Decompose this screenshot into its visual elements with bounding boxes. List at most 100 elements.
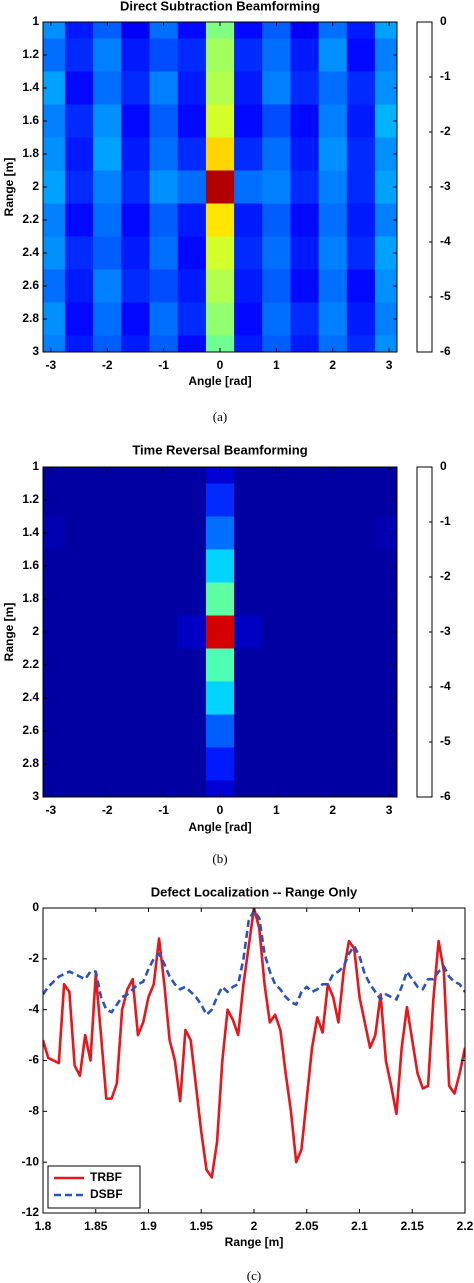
heatmap-cell — [43, 615, 66, 649]
heatmap-cell — [121, 648, 151, 682]
heatmap-cell — [262, 104, 291, 138]
heatmap-cell — [177, 780, 207, 797]
heatmap-cell — [318, 71, 348, 105]
heatmap-cell — [375, 22, 397, 39]
heatmap-cell — [262, 137, 291, 171]
heatmap-cell — [43, 170, 66, 204]
heatmap-cell — [290, 22, 320, 39]
heatmap-cell — [234, 71, 263, 105]
heatmap-cell — [93, 203, 122, 237]
heatmap-cell — [346, 582, 376, 616]
x-tick-label: 2.05 — [295, 1219, 319, 1233]
heatmap-cell — [375, 38, 397, 72]
heatmap-cell — [205, 203, 235, 237]
heatmap-cell — [375, 714, 397, 748]
heatmap-cell — [121, 302, 151, 336]
heatmap-cell — [346, 780, 376, 797]
heatmap-cell — [375, 483, 397, 517]
heatmap-cell — [149, 681, 179, 715]
heatmap-cell — [346, 516, 376, 550]
heatmap-cell — [375, 780, 397, 797]
y-tick-label: 2.6 — [22, 723, 39, 737]
heatmap-cell — [262, 549, 291, 583]
y-tick-label: -6 — [28, 1053, 39, 1067]
heatmap-cell — [375, 236, 397, 270]
heatmap-cell — [43, 269, 66, 303]
series-line — [43, 908, 465, 1179]
heatmap-cell — [262, 203, 291, 237]
heatmap-cell — [43, 714, 66, 748]
heatmap-cell — [43, 203, 66, 237]
y-tick-label: 1.6 — [22, 113, 39, 127]
heatmap-cell — [121, 615, 151, 649]
colorbar-tick-label: -3 — [440, 624, 451, 638]
heatmap-cell — [43, 335, 66, 352]
heatmap-cell — [64, 71, 94, 105]
heatmap-cell — [375, 681, 397, 715]
heatmap-cell — [318, 302, 348, 336]
heatmap-cell — [234, 615, 263, 649]
heatmap-cell — [121, 71, 151, 105]
colorbar-tick-label: -6 — [440, 344, 451, 358]
heatmap-cell — [290, 137, 320, 171]
heatmap-cell — [205, 170, 235, 204]
y-axis-label: Range [m] — [2, 158, 16, 217]
heatmap-cell — [318, 714, 348, 748]
heatmap-cell — [205, 714, 235, 748]
heatmap-cell — [121, 236, 151, 270]
x-tick-label: -2 — [102, 803, 113, 817]
heatmap-cell — [205, 681, 235, 715]
heatmap-cell — [177, 170, 207, 204]
y-tick-label: 2.2 — [22, 657, 39, 671]
heatmap-cell — [262, 780, 291, 797]
y-tick-label: 2.8 — [22, 311, 39, 325]
y-tick-label: 2.6 — [22, 278, 39, 292]
heatmap-cell — [290, 747, 320, 781]
heatmap-cell — [375, 269, 397, 303]
colorbar-tick-label: -6 — [440, 789, 451, 803]
heatmap-cell — [262, 483, 291, 517]
heatmap-cell — [149, 104, 179, 138]
y-tick-label: 1.4 — [22, 80, 39, 94]
heatmap-cell — [290, 467, 320, 484]
heatmap-cell — [346, 302, 376, 336]
heatmap-cell — [205, 549, 235, 583]
y-tick-label: 1.2 — [22, 47, 39, 61]
heatmap-cell — [234, 335, 263, 352]
heatmap-cell — [262, 335, 291, 352]
heatmap-cell — [93, 170, 122, 204]
heatmap-cell — [93, 236, 122, 270]
heatmap-cell — [121, 681, 151, 715]
heatmap-cell — [346, 714, 376, 748]
x-tick-label: 1.95 — [190, 1219, 214, 1233]
colorbar-tick-label: -5 — [440, 734, 451, 748]
heatmap-cell — [346, 22, 376, 39]
heatmap-cell — [318, 549, 348, 583]
heatmap-cell — [205, 747, 235, 781]
y-tick-label: 2.8 — [22, 756, 39, 770]
caption: (c) — [247, 1268, 261, 1283]
heatmap-cell — [318, 780, 348, 797]
heatmap-cell — [290, 615, 320, 649]
heatmap-cell — [318, 681, 348, 715]
x-tick-label: -3 — [46, 358, 57, 372]
heatmap-cell — [234, 269, 263, 303]
heatmap-cell — [375, 302, 397, 336]
heatmap-cell — [205, 615, 235, 649]
heatmap-cell — [262, 714, 291, 748]
heatmap-cell — [234, 38, 263, 72]
heatmap-cell — [149, 203, 179, 237]
heatmap-cell — [43, 302, 66, 336]
heatmap-cell — [177, 747, 207, 781]
x-tick-label: 1.85 — [84, 1219, 108, 1233]
heatmap-cell — [262, 648, 291, 682]
x-tick-label: 3 — [386, 803, 393, 817]
heatmap-cell — [149, 516, 179, 550]
heatmap-cell — [205, 467, 235, 484]
heatmap-cell — [64, 516, 94, 550]
heatmap-cell — [93, 549, 122, 583]
x-tick-label: 2 — [329, 803, 336, 817]
heatmap-cell — [262, 681, 291, 715]
heatmap-cell — [318, 648, 348, 682]
